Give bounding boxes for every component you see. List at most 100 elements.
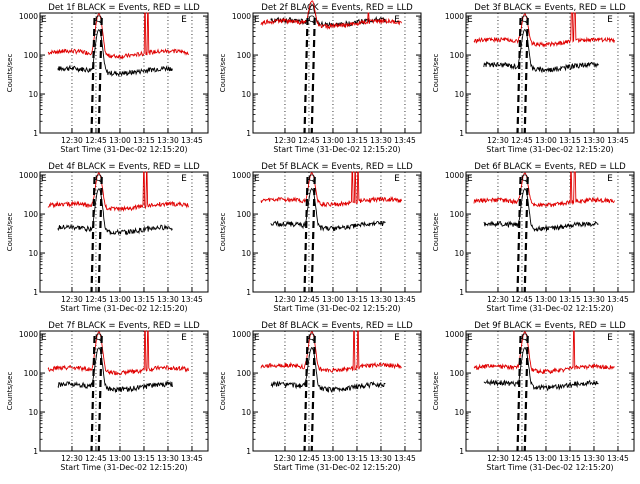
x-tick-label: 12:30 bbox=[61, 136, 83, 145]
flare-interval-dashed-line bbox=[97, 176, 103, 293]
y-tick-label: 1 bbox=[246, 447, 251, 456]
flare-interval-dashed-line bbox=[303, 17, 309, 134]
x-axis-label: Start Time (31-Dec-02 12:15:20) bbox=[273, 463, 400, 472]
events-series-line bbox=[483, 188, 599, 232]
x-tick-label: 13:15 bbox=[346, 136, 368, 145]
x-tick-label: 12:45 bbox=[298, 454, 320, 463]
x-axis-label: Start Time (31-Dec-02 12:15:20) bbox=[273, 304, 400, 313]
y-axis-label: Counts/sec bbox=[6, 213, 14, 252]
chart-panel-4f: Det 4f BLACK = Events, RED = LLD Counts/s… bbox=[6, 162, 209, 313]
y-tick-label: 100 bbox=[24, 51, 39, 60]
interval-marker-e: E bbox=[181, 174, 187, 184]
interval-marker-e: E bbox=[254, 15, 260, 25]
flare-interval-dashed-line bbox=[310, 335, 316, 452]
x-tick-label: 13:15 bbox=[133, 295, 155, 304]
events-series-line bbox=[57, 29, 173, 78]
x-tick-label: 13:30 bbox=[157, 136, 179, 145]
lld-series-line bbox=[260, 0, 402, 30]
x-tick-label: 13:45 bbox=[394, 454, 416, 463]
x-tick-label: 13:45 bbox=[181, 454, 203, 463]
interval-marker-q: Q bbox=[308, 15, 315, 25]
x-tick-label: 12:45 bbox=[298, 136, 320, 145]
y-axis-label: Counts/sec bbox=[432, 54, 440, 93]
interval-marker-e: E bbox=[467, 174, 473, 184]
y-tick-label: 1000 bbox=[19, 12, 38, 21]
plot-frame bbox=[39, 12, 209, 134]
interval-marker-e: E bbox=[41, 15, 47, 25]
lld-series-line bbox=[47, 171, 189, 213]
x-axis-label: Start Time (31-Dec-02 12:15:20) bbox=[60, 304, 187, 313]
lld-series-line bbox=[473, 12, 615, 48]
y-tick-label: 1000 bbox=[19, 330, 38, 339]
chart-panel-1f: Det 1f BLACK = Events, RED = LLD Counts/s… bbox=[6, 3, 209, 154]
chart-title: Det 1f BLACK = Events, RED = LLD bbox=[48, 3, 200, 13]
x-axis-label: Start Time (31-Dec-02 12:15:20) bbox=[486, 463, 613, 472]
x-tick-label: 13:45 bbox=[607, 295, 629, 304]
x-tick-label: 13:15 bbox=[559, 454, 581, 463]
x-tick-label: 13:30 bbox=[583, 295, 605, 304]
y-tick-label: 1000 bbox=[232, 171, 251, 180]
x-tick-label: 12:30 bbox=[274, 136, 296, 145]
chart-title: Det 5f BLACK = Events, RED = LLD bbox=[261, 162, 413, 172]
plot-frame bbox=[39, 171, 209, 293]
x-tick-label: 13:45 bbox=[394, 295, 416, 304]
y-tick-label: 100 bbox=[24, 369, 39, 378]
x-tick-label: 12:30 bbox=[487, 136, 509, 145]
interval-marker-q: Q bbox=[308, 333, 315, 343]
chart-panel-8f: Det 8f BLACK = Events, RED = LLD Counts/s… bbox=[219, 321, 422, 472]
interval-marker-q: Q bbox=[521, 174, 528, 184]
interval-marker-q: Q bbox=[95, 15, 102, 25]
x-tick-label: 12:45 bbox=[85, 136, 107, 145]
x-tick-label: 13:00 bbox=[535, 136, 557, 145]
y-tick-label: 10 bbox=[454, 249, 464, 258]
y-axis-label: Counts/sec bbox=[219, 54, 227, 93]
y-tick-label: 1 bbox=[33, 288, 38, 297]
x-tick-label: 13:15 bbox=[133, 454, 155, 463]
flare-interval-dashed-line bbox=[90, 176, 96, 293]
flare-interval-dashed-line bbox=[523, 176, 529, 293]
y-tick-label: 100 bbox=[237, 51, 252, 60]
x-tick-label: 12:45 bbox=[85, 454, 107, 463]
x-tick-label: 12:30 bbox=[61, 295, 83, 304]
y-tick-label: 10 bbox=[241, 249, 251, 258]
y-tick-label: 100 bbox=[24, 210, 39, 219]
plot-frame bbox=[252, 171, 422, 293]
events-series-line bbox=[57, 347, 173, 394]
flare-interval-dashed-line bbox=[516, 17, 522, 134]
plot-frame bbox=[465, 330, 635, 452]
x-tick-label: 13:15 bbox=[559, 136, 581, 145]
x-tick-label: 12:30 bbox=[487, 295, 509, 304]
chart-panel-3f: Det 3f BLACK = Events, RED = LLD Counts/s… bbox=[432, 3, 635, 154]
y-tick-label: 1000 bbox=[232, 330, 251, 339]
interval-marker-q: Q bbox=[95, 174, 102, 184]
chart-title: Det 8f BLACK = Events, RED = LLD bbox=[261, 321, 413, 331]
chart-title: Det 7f BLACK = Events, RED = LLD bbox=[48, 321, 200, 331]
interval-marker-e: E bbox=[181, 15, 187, 25]
flare-interval-dashed-line bbox=[97, 17, 103, 134]
x-tick-label: 12:30 bbox=[274, 454, 296, 463]
x-axis-label: Start Time (31-Dec-02 12:15:20) bbox=[486, 145, 613, 154]
y-tick-label: 1 bbox=[459, 129, 464, 138]
lld-series-line bbox=[47, 12, 189, 60]
x-tick-label: 13:00 bbox=[109, 136, 131, 145]
x-tick-label: 13:30 bbox=[370, 454, 392, 463]
x-tick-label: 13:15 bbox=[346, 454, 368, 463]
flare-interval-dashed-line bbox=[90, 17, 96, 134]
x-tick-label: 13:45 bbox=[607, 136, 629, 145]
x-tick-label: 13:15 bbox=[133, 136, 155, 145]
chart-title: Det 4f BLACK = Events, RED = LLD bbox=[48, 162, 200, 172]
y-axis-label: Counts/sec bbox=[432, 372, 440, 411]
y-axis-label: Counts/sec bbox=[6, 372, 14, 411]
y-tick-label: 100 bbox=[450, 51, 465, 60]
events-series-line bbox=[270, 4, 386, 29]
y-tick-label: 1000 bbox=[445, 12, 464, 21]
lld-series-line bbox=[473, 171, 615, 208]
y-tick-label: 10 bbox=[28, 249, 38, 258]
interval-marker-e: E bbox=[467, 15, 473, 25]
x-tick-label: 13:45 bbox=[607, 454, 629, 463]
events-series-line bbox=[270, 187, 386, 232]
lld-series-line bbox=[473, 330, 615, 375]
flare-interval-dashed-line bbox=[523, 335, 529, 452]
